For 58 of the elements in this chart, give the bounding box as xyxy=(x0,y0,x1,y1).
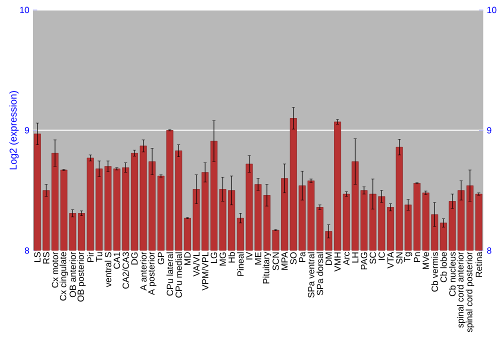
x-tick-label: CA1 xyxy=(114,252,120,269)
x-tick-label: SC xyxy=(370,252,376,264)
x-tick-label: Tu xyxy=(96,252,102,262)
x-tick-label: MVe xyxy=(422,252,429,269)
x-tick-label: DM xyxy=(326,252,332,265)
x-tick-label: SO xyxy=(290,252,297,264)
x-tick-label: MPA xyxy=(281,252,288,270)
x-tick-label: SCN xyxy=(272,252,279,270)
x-tick-label: SN xyxy=(396,252,403,264)
x-tick-label: SPa dorsal xyxy=(316,252,324,295)
x-tick-label: Retina xyxy=(476,252,482,277)
x-tick-label: VMH xyxy=(334,252,341,272)
x-tick-label: Pn xyxy=(414,252,420,262)
y2-tick-label: 10 xyxy=(487,6,496,13)
x-tick-label: OB posterior xyxy=(77,252,86,302)
x-tick-label: Arc xyxy=(343,252,350,265)
x-tick-label: CPu medial xyxy=(175,252,182,298)
x-tick-label: Cb vermis xyxy=(431,252,438,292)
x-tick-label: Cx motor xyxy=(52,252,58,288)
x-tick-label: IV xyxy=(246,252,252,260)
y-tick-label: 8 xyxy=(24,247,30,254)
x-tick-label: PAG xyxy=(360,252,368,270)
x-tick-label: DG xyxy=(131,252,138,264)
x-tick-label: VA/VL xyxy=(192,252,200,276)
x-tick-label: Pineal xyxy=(237,252,244,276)
x-tick-label: Cx cingulate xyxy=(60,252,68,300)
x-tick-label: spinal cord anterior xyxy=(456,252,466,328)
x-tick-label: Pa xyxy=(299,252,306,262)
x-tick-label: CPu lateral xyxy=(166,252,174,296)
x-tick-label: Hb xyxy=(228,252,235,262)
x-tick-label: SPa ventral xyxy=(308,252,314,298)
x-tick-label: GP xyxy=(158,252,164,264)
x-tick-label: OB anterior xyxy=(69,252,76,297)
y-tick-label: 10 xyxy=(20,6,30,13)
x-tick-label: Cb lobe xyxy=(440,252,447,282)
x-tick-label: Tg xyxy=(404,252,412,262)
x-tick-label: A anterior xyxy=(140,252,147,290)
x-tick-label: Pituitary xyxy=(262,252,272,284)
x-tick-label: IC xyxy=(378,252,385,260)
x-tick-label: RS xyxy=(43,252,50,264)
x-tick-label: Pir xyxy=(87,252,94,262)
y2-tick-label: 8 xyxy=(487,247,492,254)
y-axis-title: Log2 (expression) xyxy=(9,90,19,170)
x-tick-label: VPM/VPL xyxy=(202,252,208,290)
y2-tick-label: 9 xyxy=(487,126,492,134)
x-tick-label: MG xyxy=(220,252,226,266)
x-tick-label: spinal cord posterior xyxy=(466,252,474,332)
y-tick-label: 9 xyxy=(24,126,30,134)
x-tick-label: VTA xyxy=(387,252,394,268)
x-tick-label: LS xyxy=(34,252,41,262)
x-tick-label: Cb nucleus xyxy=(449,252,456,296)
x-tick-label: MD xyxy=(184,252,191,265)
x-tick-label: A posterior xyxy=(148,252,156,295)
x-tick-label: ME xyxy=(255,252,262,264)
x-tick-label: ventral S xyxy=(104,252,112,287)
x-tick-label: LG xyxy=(210,252,218,263)
x-tick-label: CA2/CA3 xyxy=(122,252,129,288)
x-tick-label: LH xyxy=(352,252,358,262)
